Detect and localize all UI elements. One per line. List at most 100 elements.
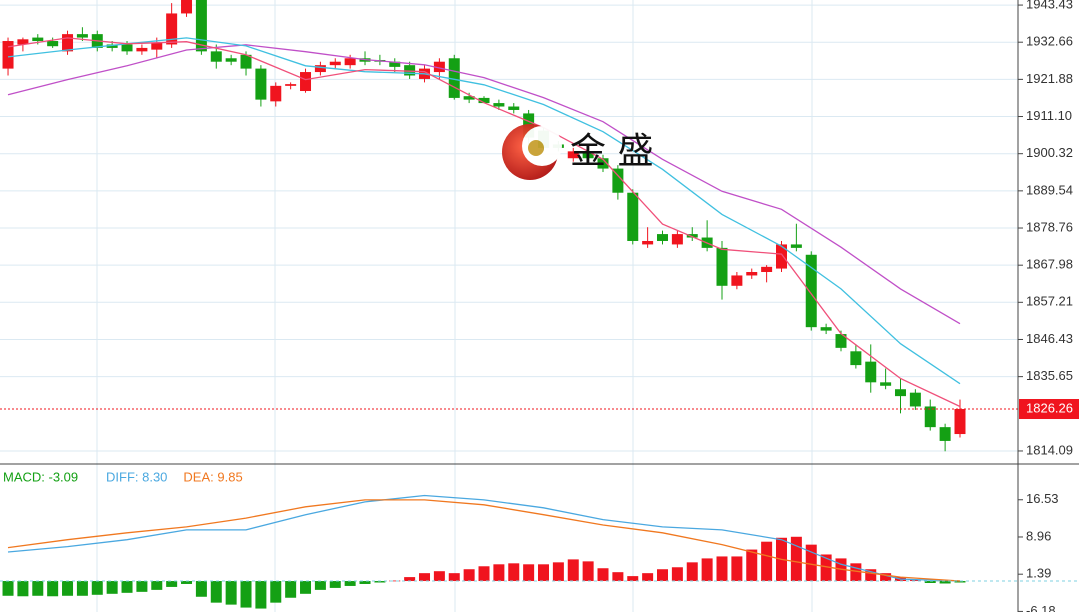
macd-bar xyxy=(17,581,29,597)
candle-body xyxy=(716,247,728,286)
candle-body xyxy=(47,41,59,47)
y-tick-label: 1943.43 xyxy=(1026,0,1073,12)
macd-bar xyxy=(701,558,713,582)
candle-body xyxy=(954,409,966,435)
candle-body xyxy=(790,244,802,248)
candle-body xyxy=(2,41,14,69)
y-tick-label: 1921.88 xyxy=(1026,71,1073,86)
candle-body xyxy=(62,34,74,52)
macd-bar xyxy=(314,581,326,590)
macd-bar xyxy=(285,581,297,598)
candle-body xyxy=(508,106,520,110)
macd-bar xyxy=(329,581,341,588)
macd-bar xyxy=(909,580,921,582)
macd-bar xyxy=(47,581,59,597)
candle-body xyxy=(865,361,877,383)
candle-body xyxy=(285,84,297,86)
candle-body xyxy=(433,61,445,73)
y-tick-label: 1814.09 xyxy=(1026,442,1073,457)
candle-body xyxy=(657,234,669,241)
macd-bar xyxy=(820,554,832,582)
candle-body xyxy=(225,58,237,62)
y-tick-label: 1835.65 xyxy=(1026,368,1073,383)
candle-body xyxy=(314,65,326,73)
candle-body xyxy=(240,54,252,69)
macd-bar xyxy=(32,581,44,596)
macd-bar xyxy=(865,569,877,582)
y-tick-label: 1900.32 xyxy=(1026,145,1073,160)
macd-bar xyxy=(195,581,207,597)
macd-bar xyxy=(91,581,103,595)
macd-bar xyxy=(761,541,773,582)
macd-bar xyxy=(493,564,505,582)
macd-bar xyxy=(404,577,416,582)
macd-bar xyxy=(642,573,654,582)
candle-body xyxy=(106,44,118,48)
candle-body xyxy=(894,389,906,397)
candle-body xyxy=(850,351,862,366)
candle-body xyxy=(671,234,683,245)
y-tick-label: 1857.21 xyxy=(1026,294,1073,309)
macd-bar xyxy=(686,562,698,582)
candle-body xyxy=(121,44,133,52)
macd-bar xyxy=(746,549,758,582)
candle-body xyxy=(300,72,312,92)
candle-body xyxy=(181,0,193,14)
macd-bar xyxy=(627,576,639,582)
y-tick-label: 1.39 xyxy=(1026,566,1051,581)
y-tick-label: 8.96 xyxy=(1026,528,1051,543)
y-tick-label: 1889.54 xyxy=(1026,182,1073,197)
macd-bar xyxy=(939,581,951,584)
macd-bar xyxy=(374,581,386,583)
macd-bar xyxy=(880,573,892,582)
candle-body xyxy=(746,272,758,276)
candle-body xyxy=(686,234,698,238)
macd-bar xyxy=(612,572,624,582)
candle-body xyxy=(404,65,416,76)
macd-bar xyxy=(954,581,966,583)
macd-bar xyxy=(597,568,609,582)
candle-body xyxy=(731,275,743,286)
legend-macd: MACD: -3.09 xyxy=(3,469,78,484)
y-tick-label: 1846.43 xyxy=(1026,331,1073,346)
candle-body xyxy=(195,0,207,52)
legend-entry: DIFF: 8.30 xyxy=(106,469,167,484)
candle-body xyxy=(76,34,88,38)
macd-bar xyxy=(657,569,669,582)
macd-bar xyxy=(731,556,743,582)
y-tick-label: 1867.98 xyxy=(1026,257,1073,272)
y-tick-label: 1878.76 xyxy=(1026,219,1073,234)
moving-average-line xyxy=(7,37,961,408)
candle-body xyxy=(166,13,178,45)
candle-body xyxy=(567,151,579,159)
panel xyxy=(2,494,966,609)
macd-bar xyxy=(567,559,579,582)
watermark-text: 金 盛 xyxy=(570,131,653,172)
candle-body xyxy=(775,244,787,269)
macd-bar xyxy=(166,581,178,587)
candle-body xyxy=(939,427,951,441)
candle-body xyxy=(270,85,282,102)
candle-body xyxy=(32,37,44,42)
macd-bar xyxy=(508,563,520,582)
macd-bar xyxy=(255,581,267,609)
macd-line xyxy=(7,499,961,582)
watermark-logo xyxy=(502,124,562,180)
candle-body xyxy=(210,51,222,62)
macd-bar xyxy=(62,581,74,596)
candle-body xyxy=(805,254,817,328)
macd-bar xyxy=(240,581,252,608)
candle-body xyxy=(820,327,832,331)
moving-average-line xyxy=(7,37,961,385)
macd-bar xyxy=(121,581,133,593)
candle-body xyxy=(924,406,936,428)
macd-bar xyxy=(76,581,88,596)
candle-body xyxy=(151,42,163,50)
candle-body xyxy=(255,68,267,100)
candle-body xyxy=(835,334,847,348)
y-tick-label: -6.18 xyxy=(1026,603,1056,612)
candle-body xyxy=(17,39,29,45)
macd-bar xyxy=(671,567,683,582)
